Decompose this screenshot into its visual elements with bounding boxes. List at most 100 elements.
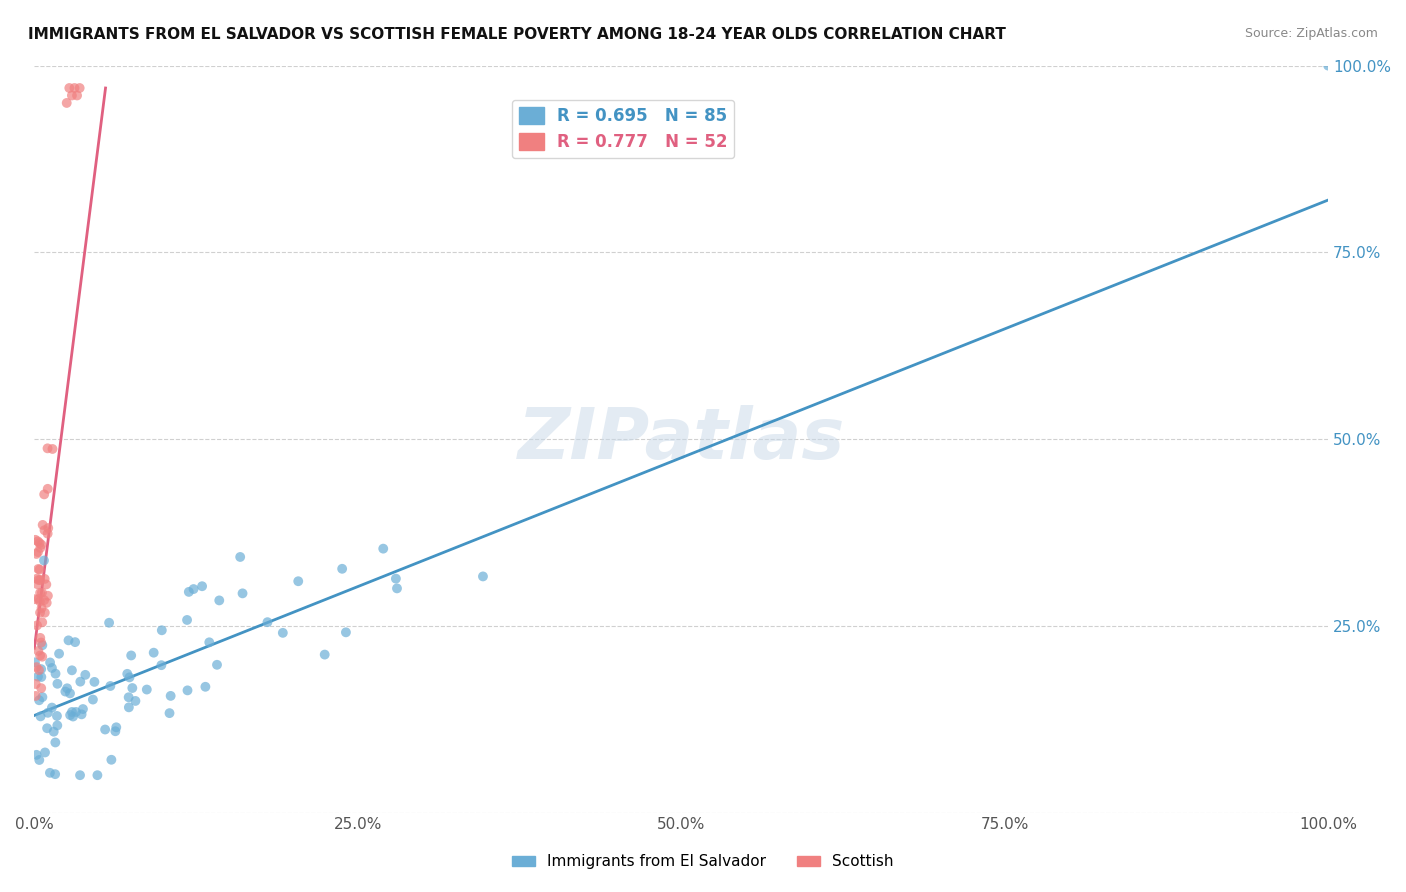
Point <box>121 681 143 695</box>
Point <box>34 572 56 586</box>
Point <box>150 624 173 638</box>
Point <box>56 681 79 696</box>
Point <box>63 635 86 649</box>
Point <box>385 572 408 586</box>
Point <box>82 692 104 706</box>
Point <box>176 613 198 627</box>
Point <box>472 569 495 583</box>
Point <box>31 615 53 630</box>
Point <box>41 661 63 675</box>
Legend: R = 0.695   N = 85, R = 0.777   N = 52: R = 0.695 N = 85, R = 0.777 N = 52 <box>512 100 734 158</box>
Point <box>98 615 121 630</box>
Point <box>60 705 83 719</box>
Point <box>58 81 80 95</box>
Point <box>37 706 59 720</box>
Point <box>31 638 53 652</box>
Point <box>39 765 62 780</box>
Point <box>62 709 84 723</box>
Point <box>55 95 77 110</box>
Point <box>32 593 55 607</box>
Point <box>41 700 63 714</box>
Point <box>28 563 51 577</box>
Point <box>135 682 157 697</box>
Point <box>53 684 76 698</box>
Point <box>124 694 146 708</box>
Point <box>31 517 53 532</box>
Point <box>118 690 141 705</box>
Point <box>75 668 97 682</box>
Point <box>25 547 48 561</box>
Point <box>28 606 51 620</box>
Point <box>30 709 52 723</box>
Point <box>60 88 83 103</box>
Point <box>28 594 51 608</box>
Point <box>30 573 52 587</box>
Point <box>27 577 49 591</box>
Point <box>37 482 59 496</box>
Point <box>37 526 59 541</box>
Point <box>37 589 59 603</box>
Point <box>46 677 69 691</box>
Point <box>24 656 46 670</box>
Point <box>118 670 141 684</box>
Point <box>86 768 108 782</box>
Legend: Immigrants from El Salvador, Scottish: Immigrants from El Salvador, Scottish <box>506 848 900 875</box>
Point <box>118 700 141 714</box>
Point <box>42 724 65 739</box>
Point <box>232 586 254 600</box>
Point <box>183 582 205 596</box>
Point <box>30 538 52 552</box>
Point <box>27 545 49 559</box>
Point <box>30 681 52 695</box>
Point <box>66 88 89 103</box>
Point <box>30 586 52 600</box>
Point <box>37 521 59 535</box>
Point <box>35 577 58 591</box>
Point <box>229 549 252 564</box>
Point <box>34 523 56 537</box>
Point <box>28 693 51 707</box>
Point <box>385 582 408 596</box>
Point <box>30 648 52 663</box>
Point <box>28 536 51 550</box>
Point <box>191 579 214 593</box>
Point <box>31 601 53 615</box>
Point <box>100 753 122 767</box>
Point <box>24 677 46 691</box>
Point <box>176 683 198 698</box>
Point <box>30 662 52 676</box>
Point <box>44 767 66 781</box>
Point <box>31 690 53 704</box>
Point <box>46 709 69 723</box>
Point <box>60 663 83 677</box>
Point <box>35 596 58 610</box>
Point <box>177 585 200 599</box>
Point <box>44 666 66 681</box>
Point <box>271 625 294 640</box>
Point <box>159 706 181 720</box>
Point <box>24 533 46 547</box>
Point <box>63 81 86 95</box>
Point <box>28 753 51 767</box>
Point <box>330 562 353 576</box>
Point <box>69 81 91 95</box>
Point <box>27 669 49 683</box>
Point <box>32 487 55 501</box>
Point <box>32 553 55 567</box>
Point <box>105 720 128 734</box>
Point <box>94 723 117 737</box>
Point <box>256 615 278 629</box>
Point <box>48 647 70 661</box>
Point <box>65 705 87 719</box>
Point <box>150 658 173 673</box>
Point <box>27 562 49 576</box>
Point <box>25 660 48 674</box>
Point <box>373 541 395 556</box>
Point <box>37 721 59 735</box>
Point <box>58 633 80 648</box>
Point <box>72 702 94 716</box>
Point <box>28 591 51 606</box>
Point <box>142 646 165 660</box>
Point <box>25 572 48 586</box>
Point <box>27 644 49 658</box>
